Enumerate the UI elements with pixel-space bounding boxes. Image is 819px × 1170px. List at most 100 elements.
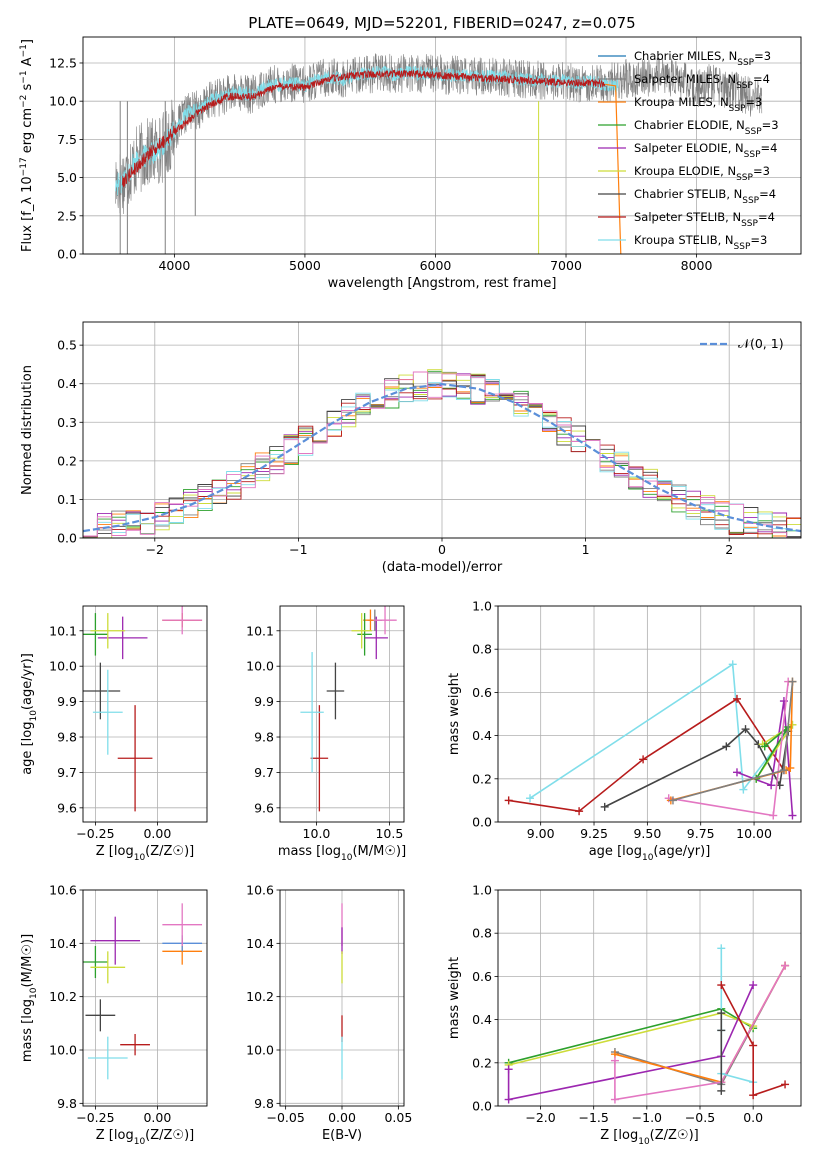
x-tick-label: 7000	[550, 258, 582, 273]
y-tick-label: 10.0	[246, 1043, 274, 1058]
mass-vs-Z-grid	[83, 889, 207, 1106]
y-tick-label: 0.2	[57, 453, 77, 468]
legend-entry: Kroupa MILES, NSSP=3	[634, 95, 762, 114]
x-tick-label: 0.00	[143, 826, 171, 841]
x-axis-label: Z [log10(Z/Z☉)]	[96, 844, 194, 863]
x-tick-label: 4000	[158, 258, 190, 273]
x-axis-label: age [log10(age/yr)]	[589, 844, 711, 863]
point-marker	[749, 981, 758, 990]
y-tick-label: 10.4	[246, 936, 274, 951]
residuals-legend: 𝒩(0, 1)	[700, 336, 784, 351]
histogram-step	[83, 371, 801, 538]
legend-entry: Salpeter MILES, NSSP=4	[634, 72, 770, 91]
y-tick-label: 10.4	[49, 936, 77, 951]
legend-entry: Chabrier STELIB, NSSP=4	[634, 187, 776, 206]
x-tick-label: 6000	[420, 258, 452, 273]
point-marker	[639, 755, 648, 764]
point-marker	[575, 807, 584, 816]
point-marker	[741, 725, 750, 734]
spectrum-plot-area	[115, 53, 763, 254]
series-line	[115, 53, 763, 215]
mass-vs-EBV-panel: −0.05 0.00 0.05 9.8 10.0 10.2 10.4 10.6 E(B-V)	[246, 883, 412, 1144]
point-marker	[760, 742, 769, 751]
point-marker	[788, 720, 797, 729]
series-line	[605, 83, 622, 254]
error-bar	[83, 613, 108, 656]
y-tick-label: 0.0	[472, 1099, 492, 1114]
mass-vs-EBV-frame	[279, 889, 405, 1107]
point-marker	[732, 768, 741, 777]
spectrum-panel: 4000 5000 6000 7000 8000 0.0 2.5 5.0 7.5 10.0 12.5…	[19, 36, 802, 291]
series-line	[614, 965, 786, 1101]
legend-entry: Kroupa ELODIE, NSSP=3	[634, 164, 770, 183]
error-bar	[162, 606, 203, 635]
y-tick-label: 10.6	[246, 883, 274, 898]
point-marker	[717, 944, 726, 953]
error-bar	[364, 616, 388, 660]
error-bar	[83, 662, 121, 720]
y-tick-label: 0.6	[472, 685, 492, 700]
y-tick-label: 9.9	[254, 694, 274, 709]
point-marker	[504, 1065, 513, 1074]
x-axis-label: Z [log10(Z/Z☉)]	[96, 1128, 194, 1147]
y-tick-label: 0.5	[57, 338, 77, 353]
x-tick-label: −0.25	[76, 826, 114, 841]
series-line	[720, 984, 786, 1097]
x-tick-label: −2	[146, 542, 164, 557]
error-bar	[300, 652, 324, 773]
x-tick-label: −1.5	[579, 1110, 609, 1125]
error-bar	[97, 616, 148, 660]
age-vs-Z-plot-area	[83, 606, 203, 812]
y-tick-label: 10.1	[246, 623, 274, 638]
point-marker	[600, 802, 609, 811]
weight-vs-Z-panel: −2.0 −1.5 −1.0 −0.5 0.0 0.0 0.2 0.4 0.6 0.8 1.0 Z […	[447, 883, 802, 1147]
x-axis-label: (data-model)/error	[382, 560, 503, 575]
mass-vs-Z-frame	[82, 889, 208, 1107]
y-tick-label: 1.0	[472, 883, 492, 898]
y-tick-label: 10.2	[246, 989, 274, 1004]
point-marker	[779, 766, 788, 775]
point-marker	[786, 764, 795, 772]
y-tick-label: 0.4	[472, 728, 492, 743]
error-bar	[310, 705, 329, 812]
weight-vs-age-panel: 9.00 9.25 9.50 9.75 10.00 0.0 0.2 0.4 0.6 0.8 1.0 a…	[447, 599, 802, 863]
error-bar	[162, 903, 203, 946]
series-line	[529, 662, 794, 799]
y-tick-label: 10.6	[49, 883, 77, 898]
age-vs-Z-frame	[82, 605, 208, 823]
y-tick-label: 1.0	[472, 599, 492, 614]
legend-entry: Salpeter ELODIE, NSSP=4	[634, 141, 777, 160]
y-tick-label: 0.8	[472, 926, 492, 941]
weight-vs-Z-frame	[497, 889, 802, 1107]
residuals-frame	[82, 321, 802, 539]
y-axis-label: mass [log10(M/M☉)]	[20, 934, 39, 1062]
point-marker	[722, 742, 731, 751]
age-vs-mass-plot-area	[300, 606, 397, 812]
error-bar	[85, 999, 116, 1032]
x-tick-label: 9.75	[687, 826, 715, 841]
legend-entry: 𝒩(0, 1)	[738, 336, 784, 351]
x-tick-label: 1	[582, 542, 590, 557]
y-tick-label: 0.2	[472, 771, 492, 786]
point-marker	[717, 1009, 726, 1018]
x-axis-label: wavelength [Angstrom, rest frame]	[328, 276, 557, 291]
x-tick-label: −2.0	[525, 1110, 555, 1125]
y-axis-label: Normed distribution	[20, 365, 35, 495]
point-marker	[610, 1056, 619, 1065]
point-marker	[526, 794, 535, 803]
x-axis-label: Z [log10(Z/Z☉)]	[600, 1128, 698, 1147]
y-tick-label: 10.2	[49, 989, 77, 1004]
series-line	[604, 727, 789, 808]
y-tick-label: 10.0	[49, 1043, 77, 1058]
x-tick-label: 8000	[681, 258, 713, 273]
y-tick-label: 10.0	[246, 659, 274, 674]
x-tick-label: −0.5	[685, 1110, 715, 1125]
error-bar	[357, 613, 372, 656]
x-tick-label: 10.5	[375, 826, 403, 841]
age-vs-Z-panel: −0.25 0.00 9.6 9.7 9.8 9.9 10.0 10.1 Z [log10(Z/…	[20, 605, 208, 863]
point-marker	[717, 1086, 726, 1095]
point-marker	[749, 1091, 758, 1100]
weight-vs-Z-grid	[498, 889, 801, 1107]
x-tick-label: 5000	[289, 258, 321, 273]
